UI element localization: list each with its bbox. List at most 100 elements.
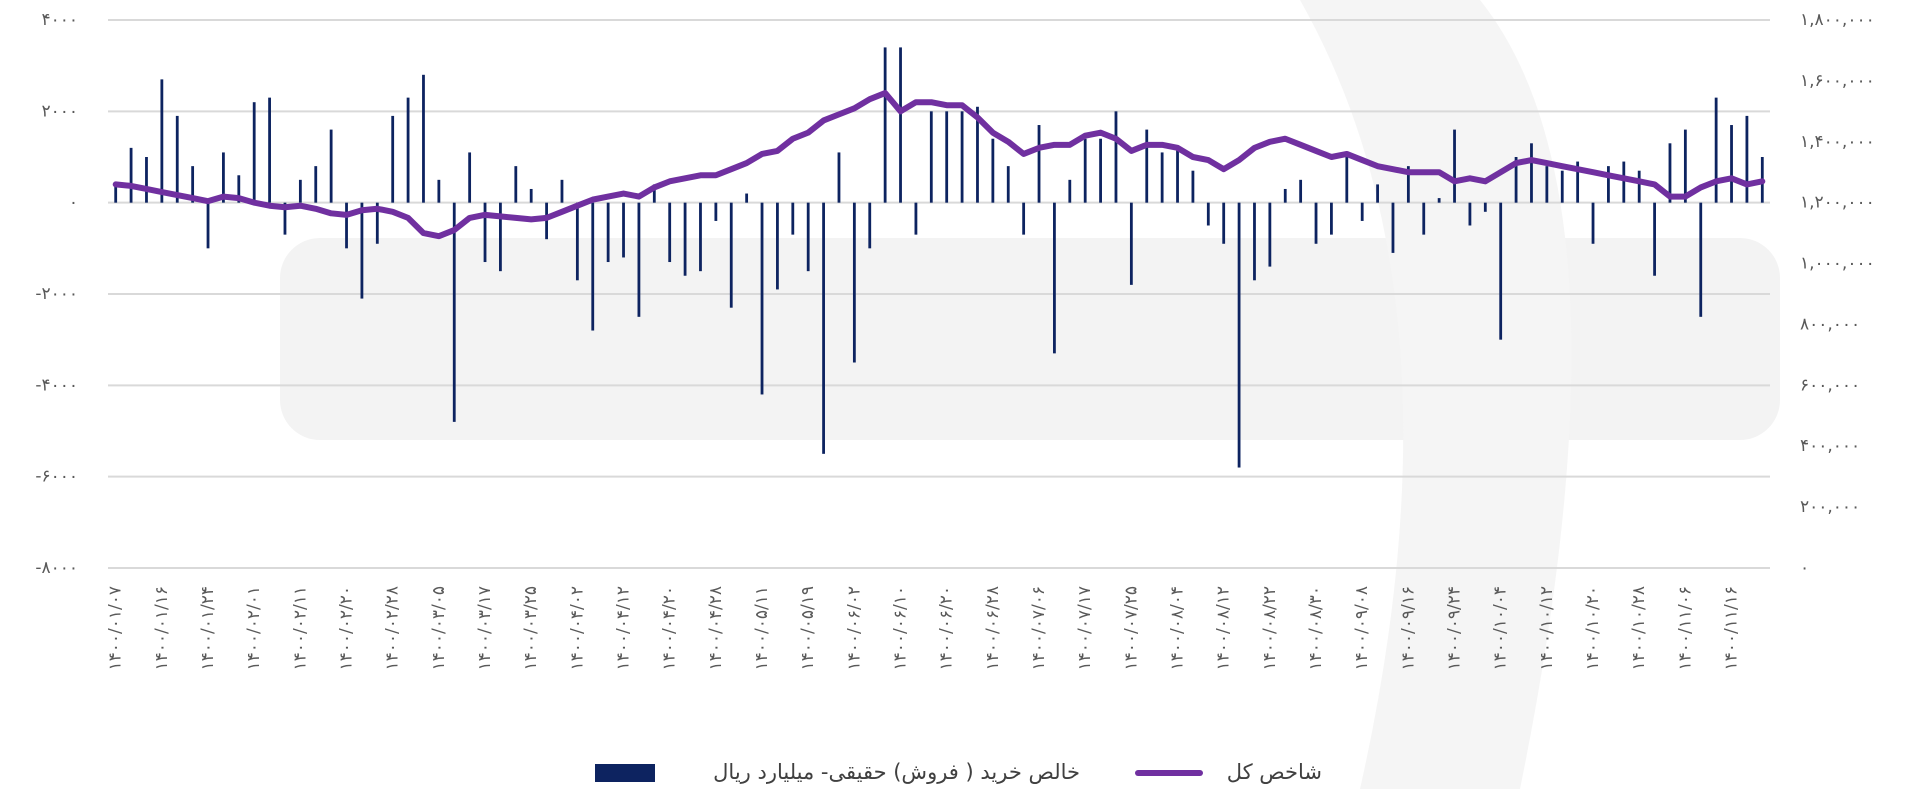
bar	[545, 202, 548, 240]
y-tick-label: ۲۰۰۰	[41, 101, 78, 121]
bar	[1222, 202, 1226, 244]
bar	[145, 157, 148, 203]
bar	[1406, 166, 1410, 203]
y2-tick-label: ۱,۶۰۰,۰۰۰	[1800, 71, 1875, 91]
bar	[237, 175, 241, 203]
bar	[483, 202, 487, 263]
legend-swatch	[595, 764, 655, 782]
bar	[1637, 170, 1641, 203]
bar	[1545, 166, 1549, 203]
bar	[1299, 179, 1303, 203]
x-tick-label: ۱۴۰۰/۰۱/۲۴	[198, 586, 218, 671]
bar	[745, 193, 749, 203]
x-tick-label: ۱۴۰۰/۰۳/۱۷	[475, 586, 495, 671]
bar	[175, 115, 179, 203]
bar	[652, 184, 656, 203]
bar	[514, 166, 518, 203]
bar	[776, 202, 779, 290]
bar	[1083, 138, 1087, 203]
x-tick-label: ۱۴۰۰/۰۲/۱۱	[290, 586, 310, 671]
watermark-arc	[1300, 0, 1572, 789]
x-tick-label: ۱۴۰۰/۰۶/۰۲	[844, 586, 864, 671]
bar	[1314, 202, 1318, 244]
line	[112, 90, 1766, 240]
bar	[1437, 198, 1441, 203]
bar	[1422, 202, 1426, 235]
x-tick-label: ۱۴۰۰/۰۴/۱۲	[614, 586, 634, 671]
bar	[298, 179, 302, 203]
x-tick-label: ۱۴۰۰/۰۶/۲۰	[937, 586, 957, 671]
bar	[1022, 202, 1026, 235]
bar	[1668, 143, 1672, 203]
bar	[791, 202, 795, 235]
bar	[1099, 138, 1102, 203]
bar	[160, 79, 164, 203]
bar	[683, 202, 687, 276]
x-tick-label: ۱۴۰۰/۰۷/۱۷	[1075, 586, 1095, 671]
x-tick-label: ۱۴۰۰/۰۴/۲۸	[706, 586, 726, 671]
bar	[929, 111, 933, 203]
bar	[206, 202, 210, 249]
x-tick-label: ۱۴۰۰/۰۹/۰۸	[1352, 586, 1372, 671]
x-tick-label: ۱۴۰۰/۰۶/۱۰	[891, 586, 911, 671]
x-tick-label: ۱۴۰۰/۰۳/۰۵	[429, 586, 449, 671]
bar	[114, 184, 118, 203]
x-tick-label: ۱۴۰۰/۰۲/۲۸	[383, 586, 403, 671]
y-tick-label: -۶۰۰۰	[35, 467, 78, 487]
legend-label: خالص خرید ( فروش) حقیقی- میلیارد ریال	[713, 760, 1080, 784]
bar	[1622, 161, 1626, 203]
bar	[991, 138, 995, 203]
bar	[852, 202, 856, 363]
bar	[1114, 111, 1118, 203]
bar	[499, 202, 502, 272]
y2-tick-label: ۱,۰۰۰,۰۰۰	[1800, 254, 1875, 274]
bar	[1176, 147, 1179, 203]
bar	[375, 202, 379, 244]
x-tick-label: ۱۴۰۰/۰۸/۰۴	[1168, 586, 1188, 671]
x-tick-label: ۱۴۰۰/۰۵/۱۹	[798, 586, 818, 671]
bar	[1006, 166, 1010, 203]
bar	[468, 152, 472, 203]
bar	[1745, 115, 1749, 203]
x-tick-label: ۱۴۰۰/۰۲/۲۰	[337, 586, 357, 671]
bar	[191, 166, 195, 203]
bar	[391, 115, 395, 203]
bar	[960, 111, 964, 203]
bar	[1145, 129, 1149, 203]
bar	[575, 202, 579, 281]
y2-tick-label: ۲۰۰,۰۰۰	[1800, 497, 1860, 517]
bar	[452, 202, 456, 422]
y2-tick-label: ۸۰۰,۰۰۰	[1800, 314, 1860, 334]
bar	[1499, 202, 1503, 340]
x-tick-label: ۱۴۰۰/۰۴/۲۰	[660, 586, 680, 671]
y2-tick-label: ۱,۸۰۰,۰۰۰	[1800, 10, 1875, 30]
x-tick-label: ۱۴۰۰/۱۰/۰۴	[1491, 586, 1511, 671]
x-tick-label: ۱۴۰۰/۱۰/۱۲	[1537, 586, 1557, 671]
bar	[1345, 157, 1349, 203]
x-tick-label: ۱۴۰۰/۰۹/۱۶	[1398, 586, 1418, 671]
bar	[606, 202, 610, 263]
bar	[1360, 202, 1364, 221]
bar	[1714, 97, 1718, 203]
bar	[1653, 202, 1656, 276]
bar	[1237, 202, 1241, 468]
bar	[1453, 129, 1456, 203]
bar	[822, 202, 825, 454]
bar	[1576, 161, 1580, 203]
bar	[1483, 202, 1487, 212]
x-tick-label: ۱۴۰۰/۰۱/۱۶	[152, 586, 172, 671]
bar	[1191, 170, 1195, 203]
x-tick-label: ۱۴۰۰/۰۵/۱۱	[752, 586, 772, 671]
bar	[1037, 125, 1041, 203]
bar	[422, 74, 425, 203]
x-tick-label: ۱۴۰۰/۰۴/۰۲	[567, 586, 587, 671]
y-tick-label: ۴۰۰۰	[41, 10, 78, 30]
bar	[1283, 188, 1287, 203]
bar	[1468, 202, 1472, 226]
bar	[345, 202, 348, 249]
bar	[868, 202, 872, 249]
bar	[837, 152, 841, 203]
x-tick-label: ۱۴۰۰/۰۳/۲۵	[521, 586, 541, 671]
y2-tick-label: ۱,۴۰۰,۰۰۰	[1800, 132, 1875, 152]
bar	[1268, 202, 1272, 267]
